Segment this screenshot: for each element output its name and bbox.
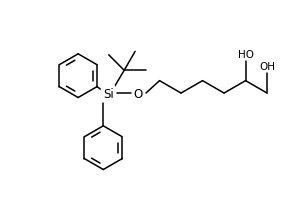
Text: HO: HO xyxy=(238,50,253,60)
Text: O: O xyxy=(133,87,143,100)
Text: Si: Si xyxy=(103,87,114,100)
Text: OH: OH xyxy=(259,62,275,72)
